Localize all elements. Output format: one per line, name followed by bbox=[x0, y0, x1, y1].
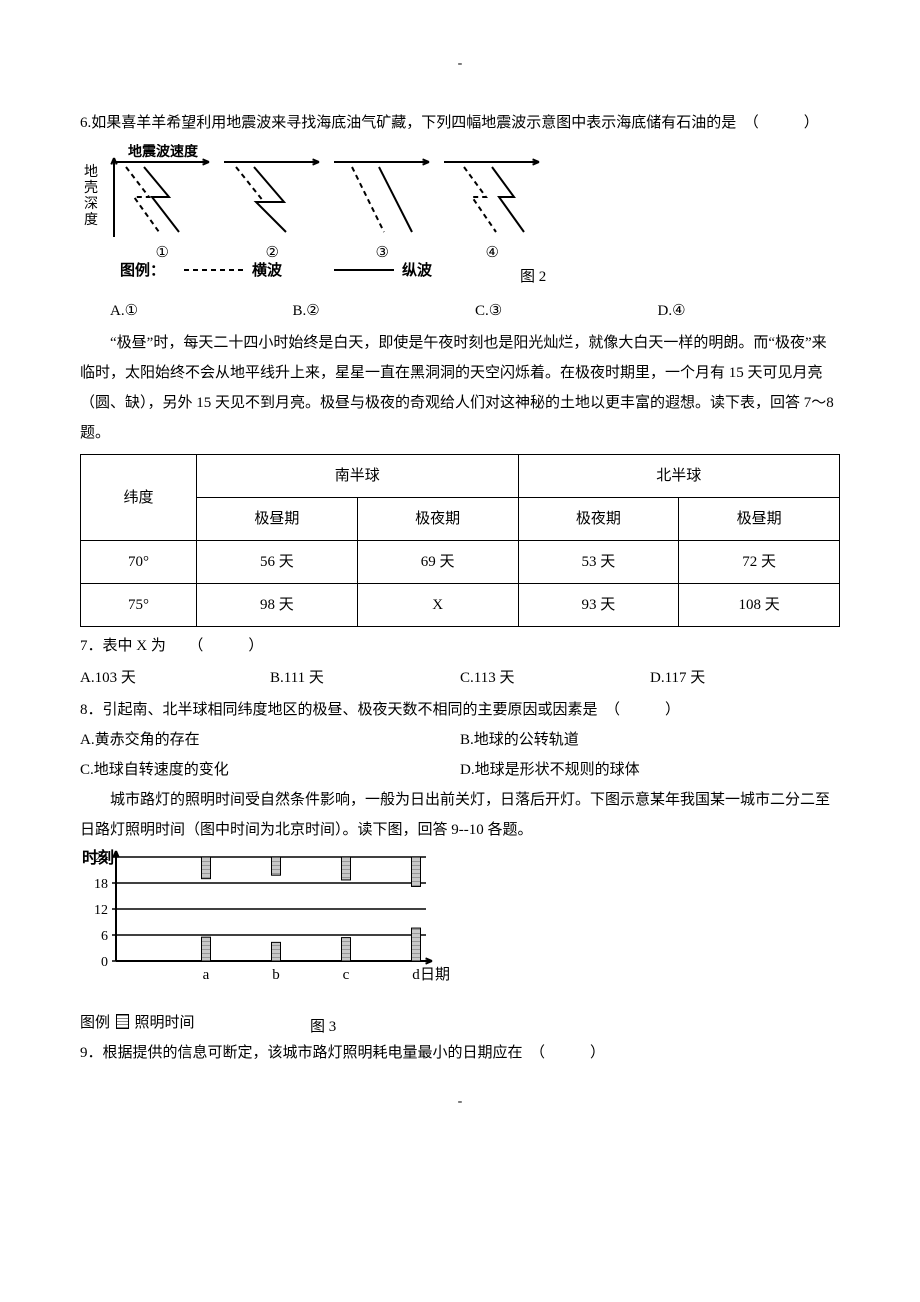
legend-swatch-icon bbox=[116, 1014, 129, 1029]
th-north: 北半球 bbox=[518, 455, 839, 498]
th-latitude: 纬度 bbox=[81, 455, 197, 541]
svg-text:18: 18 bbox=[94, 877, 108, 892]
q6-options: A.① B.② C.③ D.④ bbox=[80, 296, 840, 326]
svg-text:a: a bbox=[203, 967, 210, 983]
th-sub-1: 极夜期 bbox=[357, 498, 518, 541]
q8-option-b[interactable]: B.地球的公转轨道 bbox=[460, 725, 840, 755]
svg-text:横波: 横波 bbox=[252, 261, 283, 279]
figure-3-legend: 图例 照明时间 图 3 bbox=[80, 1008, 840, 1038]
figure-2-caption: 图 2 bbox=[520, 262, 546, 292]
svg-text:深: 深 bbox=[84, 196, 98, 212]
q6-option-a[interactable]: A.① bbox=[110, 296, 293, 326]
svg-text:图例：: 图例： bbox=[120, 261, 165, 279]
page-header-dash: - bbox=[80, 50, 840, 78]
q7-option-c[interactable]: C.113 天 bbox=[460, 663, 650, 693]
svg-text:度: 度 bbox=[84, 212, 98, 228]
q9-text: 9．根据提供的信息可断定，该城市路灯照明耗电量最小的日期应在 （ ） bbox=[80, 1038, 840, 1068]
svg-text:日期: 日期 bbox=[420, 966, 450, 983]
cell: 98 天 bbox=[197, 584, 358, 627]
svg-text:④: ④ bbox=[486, 245, 499, 261]
svg-text:③: ③ bbox=[376, 245, 389, 261]
q8-text: 8．引起南、北半球相同纬度地区的极昼、极夜天数不相同的主要原因或因素是 （ ） bbox=[80, 695, 840, 725]
q7-option-a[interactable]: A.103 天 bbox=[80, 663, 270, 693]
seismic-wave-diagram: 地壳深度 地震波速度 ① ② ③ ④ 图例： 横波 纵波 bbox=[80, 144, 550, 294]
page-footer-dash: - bbox=[80, 1088, 840, 1116]
svg-text:12: 12 bbox=[94, 903, 108, 918]
q8-options-row1: A.黄赤交角的存在 B.地球的公转轨道 bbox=[80, 725, 840, 755]
svg-text:地震波速度: 地震波速度 bbox=[128, 144, 199, 160]
th-sub-2: 极夜期 bbox=[518, 498, 679, 541]
q8-option-c[interactable]: C.地球自转速度的变化 bbox=[80, 755, 460, 785]
legend-label: 照明时间 bbox=[135, 1015, 195, 1031]
cell: 69 天 bbox=[357, 541, 518, 584]
q7-text: 7．表中 X 为 （ ） bbox=[80, 631, 840, 661]
cell: 53 天 bbox=[518, 541, 679, 584]
q8-option-a[interactable]: A.黄赤交角的存在 bbox=[80, 725, 460, 755]
figure-3-caption: 图 3 bbox=[310, 1012, 336, 1042]
streetlight-chart: 时刻06121824abcd日期 bbox=[80, 849, 450, 999]
q6-text: 6.如果喜羊羊希望利用地震波来寻找海底油气矿藏，下列四幅地震波示意图中表示海底储… bbox=[80, 108, 840, 138]
cell-lat: 70° bbox=[81, 541, 197, 584]
svg-text:地: 地 bbox=[84, 164, 98, 180]
cell: 108 天 bbox=[679, 584, 840, 627]
q6-option-b[interactable]: B.② bbox=[293, 296, 476, 326]
svg-text:24: 24 bbox=[94, 851, 108, 866]
th-sub-0: 极昼期 bbox=[197, 498, 358, 541]
q7-option-d[interactable]: D.117 天 bbox=[650, 663, 840, 693]
svg-text:壳: 壳 bbox=[84, 179, 98, 196]
th-south: 南半球 bbox=[197, 455, 518, 498]
svg-text:②: ② bbox=[266, 245, 279, 261]
legend-prefix: 图例 bbox=[80, 1015, 110, 1031]
q6-option-c[interactable]: C.③ bbox=[475, 296, 658, 326]
cell: 72 天 bbox=[679, 541, 840, 584]
cell-lat: 75° bbox=[81, 584, 197, 627]
svg-text:0: 0 bbox=[101, 955, 108, 970]
svg-text:b: b bbox=[272, 967, 280, 983]
q8-options-row2: C.地球自转速度的变化 D.地球是形状不规则的球体 bbox=[80, 755, 840, 785]
svg-text:6: 6 bbox=[101, 929, 108, 944]
table-row: 75° 98 天 X 93 天 108 天 bbox=[81, 584, 840, 627]
polar-day-night-table: 纬度 南半球 北半球 极昼期 极夜期 极夜期 极昼期 70° 56 天 69 天… bbox=[80, 454, 840, 627]
cell: 93 天 bbox=[518, 584, 679, 627]
svg-text:①: ① bbox=[156, 245, 169, 261]
figure-2: 地壳深度 地震波速度 ① ② ③ ④ 图例： 横波 纵波 图 2 bbox=[80, 144, 840, 294]
svg-text:纵波: 纵波 bbox=[402, 261, 433, 279]
cell: 56 天 bbox=[197, 541, 358, 584]
q7-options: A.103 天 B.111 天 C.113 天 D.117 天 bbox=[80, 663, 840, 693]
table-row: 70° 56 天 69 天 53 天 72 天 bbox=[81, 541, 840, 584]
svg-text:c: c bbox=[343, 967, 350, 983]
th-sub-3: 极昼期 bbox=[679, 498, 840, 541]
q8-option-d[interactable]: D.地球是形状不规则的球体 bbox=[460, 755, 840, 785]
q7-option-b[interactable]: B.111 天 bbox=[270, 663, 460, 693]
cell: X bbox=[357, 584, 518, 627]
passage-1: “极昼”时，每天二十四小时始终是白天，即使是午夜时刻也是阳光灿烂，就像大白天一样… bbox=[80, 328, 840, 448]
passage-2: 城市路灯的照明时间受自然条件影响，一般为日出前关灯，日落后开灯。下图示意某年我国… bbox=[80, 785, 840, 845]
q6-option-d[interactable]: D.④ bbox=[658, 296, 841, 326]
figure-3: 时刻06121824abcd日期 图例 照明时间 图 3 bbox=[80, 849, 840, 1038]
